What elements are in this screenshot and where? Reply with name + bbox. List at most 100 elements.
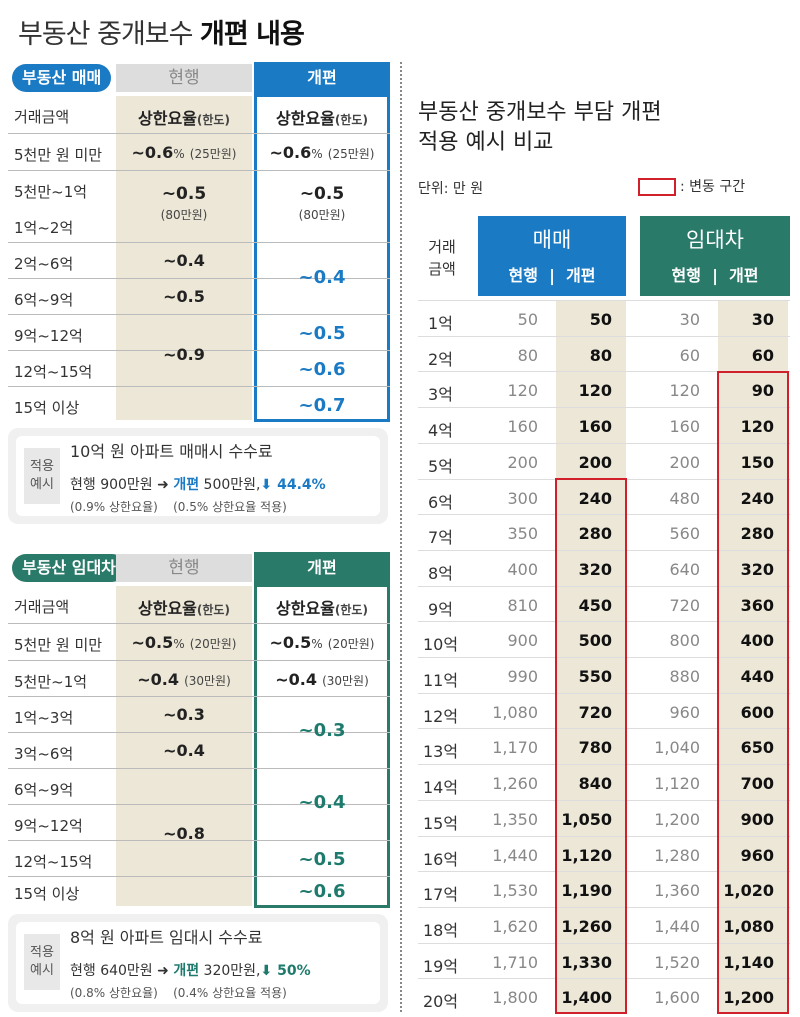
amount-cell: 8억 <box>428 563 453 583</box>
lease-current-cell: 1,040 <box>654 738 700 758</box>
amount-header: 거래 금액 <box>428 238 456 278</box>
lease-revised-cell: 700 <box>740 774 774 794</box>
revised-rate: ~0.6 <box>298 359 346 380</box>
legend: : 변동 구간 <box>638 176 745 196</box>
lease-change-range <box>717 371 789 1014</box>
table-row: 20억 1,800 1,400 1,600 1,200 <box>418 978 790 1014</box>
amount-range: 3억~6억 <box>14 745 74 763</box>
column-header-rate: 상한요율(한도) <box>276 109 368 128</box>
amount-range: 2억~6억 <box>14 255 74 273</box>
table-row: 5천만 원 미만 ~0.6% (25만원) ~0.6% (25만원) <box>8 133 390 169</box>
lease-current-cell: 1,120 <box>654 774 700 794</box>
sale-revised-cell: 120 <box>578 381 612 401</box>
table-row: 5천만~1억 ~0.4 (30만원) ~0.4 (30만원) <box>8 660 390 696</box>
table-row: 5억 200 200 200 150 <box>418 442 790 479</box>
table-row: 10억 900 500 800 400 <box>418 621 790 657</box>
table-row: 5천만 원 미만 ~0.5% (20만원) ~0.5% (20만원) <box>8 623 390 659</box>
sale-current-cell: 1,440 <box>492 845 538 865</box>
amount-cell: 7억 <box>428 528 453 548</box>
amount-cell: 15억 <box>422 813 459 833</box>
lease-revised-cell: 360 <box>740 595 774 615</box>
table-row: 1억~3억 ~0.3 <box>8 696 390 732</box>
amount-range: 12억~15억 <box>14 363 93 381</box>
sale-revised-cell: 50 <box>589 310 612 329</box>
amount-cell: 3억 <box>428 385 453 405</box>
table-row: 거래금액 상한요율(한도) 상한요율(한도) <box>8 96 390 132</box>
amount-range: 5천만~1억 <box>14 183 88 201</box>
sale-current-column <box>116 96 252 420</box>
lease-revised-cell: 1,080 <box>723 916 774 936</box>
column-header-amount: 거래금액 <box>14 598 70 616</box>
amount-cell: 13억 <box>422 742 459 762</box>
current-rate: ~0.9 <box>163 345 205 364</box>
lease-revised-cell: 60 <box>751 345 774 365</box>
compare-title: 부동산 중개보수 부담 개편 적용 예시 비교 <box>418 100 662 155</box>
amount-range: 5천만 원 미만 <box>14 146 103 164</box>
amount-cell: 18억 <box>422 920 459 940</box>
lease-example-box: 적용 예시 8억 원 아파트 임대시 수수료 현행 640만원 ➜ 개편 320만… <box>8 914 388 1012</box>
example-sub: (0.9% 상한요율) (0.5% 상한요율 적용) <box>70 500 287 514</box>
sale-current-cell: 900 <box>507 631 538 651</box>
lease-revised-cell: 650 <box>740 738 774 758</box>
lease-revised-column <box>254 584 390 908</box>
column-header-rate: 상한요율(한도) <box>138 109 230 128</box>
change-range-swatch <box>638 178 676 196</box>
revised-rate: ~0.6 <box>298 881 346 902</box>
current-rate: ~0.4 <box>163 741 205 760</box>
current-rate: ~0.5% (20만원) <box>131 633 237 652</box>
amount-range: 9억~12억 <box>14 327 83 345</box>
sale-fee-table: 부동산 매매 현행 개편 거래금액 상한요율(한도) 상한요율(한도) 5천만 … <box>8 62 390 422</box>
amount-range: 15억 이상 <box>14 399 80 417</box>
table-row: 2억~6억 ~0.4 <box>8 242 390 278</box>
sale-current-cell: 200 <box>507 452 538 472</box>
sale-revised-header: 개편 <box>254 62 390 94</box>
sale-revised-cell: 200 <box>578 452 612 472</box>
sale-current-cell: 300 <box>507 488 538 508</box>
lease-revised-cell: 120 <box>740 417 774 437</box>
current-rate: ~0.3 <box>163 705 205 724</box>
revised-rate: ~0.7 <box>298 395 346 416</box>
lease-revised-cell: 240 <box>740 488 774 508</box>
lease-current-column <box>116 586 252 906</box>
table-row: 12억~15억 ~0.9 ~0.6 <box>8 345 390 386</box>
revised-rate: ~0.5 (80만원) <box>298 184 346 222</box>
amount-range: 6억~9억 <box>14 291 74 309</box>
sale-current-cell: 50 <box>517 310 538 329</box>
lease-revised-cell: 1,140 <box>723 952 774 972</box>
sale-revised-cell: 1,260 <box>561 916 612 936</box>
table-row: 3억 120 120 120 90 <box>418 371 790 407</box>
lease-current-cell: 1,280 <box>654 845 700 865</box>
amount-range: 5천만 원 미만 <box>14 636 103 654</box>
sale-current-cell: 160 <box>507 417 538 437</box>
column-header-amount: 거래금액 <box>14 108 70 126</box>
example-sub: (0.8% 상한요율) (0.4% 상한요율 적용) <box>70 986 287 1000</box>
lease-current-cell: 30 <box>679 310 700 329</box>
amount-range: 1억~3억 <box>14 709 74 727</box>
sale-revised-cell: 1,400 <box>561 988 612 1008</box>
table-row: 3억~6억 ~0.4 <box>8 732 390 768</box>
sale-table-header: 부동산 매매 현행 개편 <box>8 62 390 94</box>
sale-revised-cell: 1,120 <box>561 845 612 865</box>
revised-rate: ~0.4 (30만원) <box>275 670 369 689</box>
table-row: 9억~12억 ~0.5 <box>8 314 390 350</box>
lease-revised-cell: 30 <box>751 310 774 329</box>
amount-cell: 12억 <box>422 706 459 726</box>
current-rate: ~0.6% (25만원) <box>131 143 237 162</box>
sale-revised-cell: 500 <box>578 631 612 651</box>
lease-current-cell: 1,200 <box>654 809 700 829</box>
table-row: 16억 1,440 1,120 1,280 960 <box>418 835 790 872</box>
column-header-rate: 상한요율(한도) <box>138 599 230 618</box>
lease-current-cell: 60 <box>679 345 700 365</box>
amount-cell: 11억 <box>422 671 459 690</box>
sale-current-cell: 990 <box>507 667 538 686</box>
sale-current-cell: 1,260 <box>492 774 538 794</box>
unit-label: 단위: 만 원 <box>418 181 484 197</box>
sale-revised-column <box>254 94 390 422</box>
table-row: 9억 810 450 720 360 <box>418 585 790 622</box>
lease-current-cell: 200 <box>669 452 700 472</box>
lease-revised-cell: 1,020 <box>723 881 774 901</box>
revised-rate: ~0.5% (20만원) <box>269 633 375 652</box>
current-rate: ~0.5 (80만원) <box>160 184 208 222</box>
current-rate: ~0.8 <box>163 824 205 843</box>
sale-current-cell: 1,530 <box>492 881 538 901</box>
